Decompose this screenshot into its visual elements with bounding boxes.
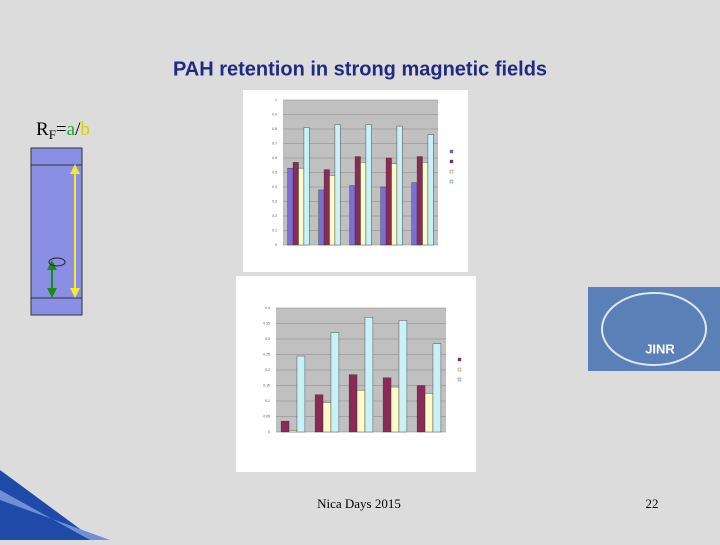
y-tick-label: 0 — [268, 430, 270, 434]
formula: RF=a/b — [36, 119, 90, 142]
y-tick-label: 0.35 — [263, 321, 270, 325]
arrow-head — [70, 288, 80, 298]
legend-swatch — [449, 169, 454, 174]
y-tick-label: 0.1 — [265, 399, 270, 403]
bar — [416, 385, 426, 433]
bar — [356, 389, 366, 433]
bar — [390, 386, 400, 433]
bar — [432, 343, 442, 433]
spot — [48, 257, 66, 267]
legend-swatch — [449, 159, 454, 164]
bar — [288, 430, 298, 433]
bar — [322, 402, 332, 433]
bar — [427, 134, 434, 246]
bar — [323, 169, 330, 246]
bar — [365, 124, 372, 246]
bar — [380, 186, 387, 246]
bar — [287, 167, 294, 246]
bar — [334, 124, 341, 246]
y-tick-label: 0.4 — [272, 185, 277, 189]
bar — [422, 162, 429, 246]
y-tick-label: 0.2 — [272, 214, 277, 218]
bar — [280, 420, 290, 433]
y-tick-label: 0.05 — [263, 414, 270, 418]
bar — [314, 394, 324, 433]
footer: Nica Days 2015 — [317, 496, 401, 511]
bar — [424, 393, 434, 433]
bar — [318, 189, 325, 246]
legend-swatch — [457, 357, 462, 362]
y-tick-label: 0.1 — [272, 228, 277, 232]
logo — [588, 287, 720, 371]
y-tick-label: 0.9 — [272, 112, 277, 116]
y-tick-label: 0.2 — [265, 368, 270, 372]
bar — [329, 175, 336, 246]
bar — [385, 157, 392, 246]
arrow-head — [47, 288, 57, 298]
y-tick-label: 0.4 — [265, 306, 270, 310]
y-tick-label: 0.8 — [272, 127, 277, 131]
bar — [298, 167, 305, 246]
legend-swatch — [449, 149, 454, 154]
formula-part: / — [75, 119, 81, 140]
bar — [348, 374, 358, 433]
formula-part: = — [56, 119, 67, 140]
bar — [330, 332, 340, 433]
legend-swatch — [449, 179, 454, 184]
formula-part: R — [36, 119, 49, 140]
bar — [364, 317, 374, 433]
bar — [416, 156, 423, 246]
bar — [292, 162, 299, 246]
page-number: 22 — [646, 496, 659, 511]
bar — [398, 320, 408, 433]
formula-part: b — [80, 119, 90, 140]
y-tick-label: 0.3 — [265, 337, 270, 341]
bar — [396, 125, 403, 246]
column — [30, 147, 83, 316]
slide-title: PAH retention in strong magnetic fields — [173, 58, 547, 80]
y-tick-label: 0.15 — [263, 383, 270, 387]
y-tick-label: 0 — [275, 243, 277, 247]
bar — [360, 162, 367, 246]
y-tick-label: 1 — [275, 98, 277, 102]
bar — [411, 182, 418, 246]
bar — [391, 163, 398, 246]
logo-text: JINR — [645, 341, 675, 356]
y-tick-label: 0.7 — [272, 141, 277, 145]
bar — [354, 156, 361, 246]
legend-swatch — [457, 377, 462, 382]
arrow-head — [70, 164, 80, 174]
legend-swatch — [457, 367, 462, 372]
bar — [382, 377, 392, 433]
formula-part: F — [49, 127, 56, 142]
y-tick-label: 0.25 — [263, 352, 270, 356]
y-tick-label: 0.5 — [272, 170, 277, 174]
y-tick-label: 0.3 — [272, 199, 277, 203]
bar — [303, 127, 310, 246]
y-tick-label: 0.6 — [272, 156, 277, 160]
formula-part: a — [67, 119, 76, 140]
logo-globe — [601, 292, 707, 366]
bar — [296, 355, 306, 433]
corner-stripe — [0, 470, 95, 540]
bar — [349, 185, 356, 246]
